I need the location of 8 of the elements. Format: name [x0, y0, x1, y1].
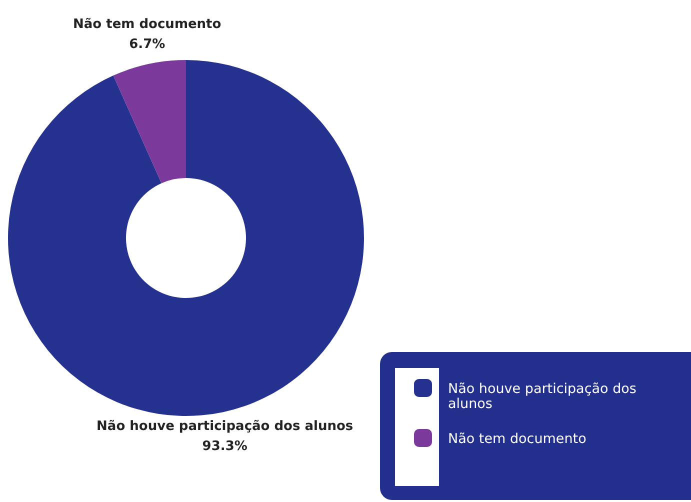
legend-label: Não tem documento — [448, 431, 586, 447]
slice-label: Não houve participação dos alunos — [96, 419, 354, 434]
data-label: 93.3% — [202, 439, 248, 454]
legend-label: Não houve participação dos alunos — [448, 381, 636, 412]
donut-slice — [113, 60, 186, 184]
slice-label: Não tem documento — [73, 17, 222, 32]
data-label: 6.7% — [129, 37, 166, 52]
donut-slice — [8, 60, 364, 416]
